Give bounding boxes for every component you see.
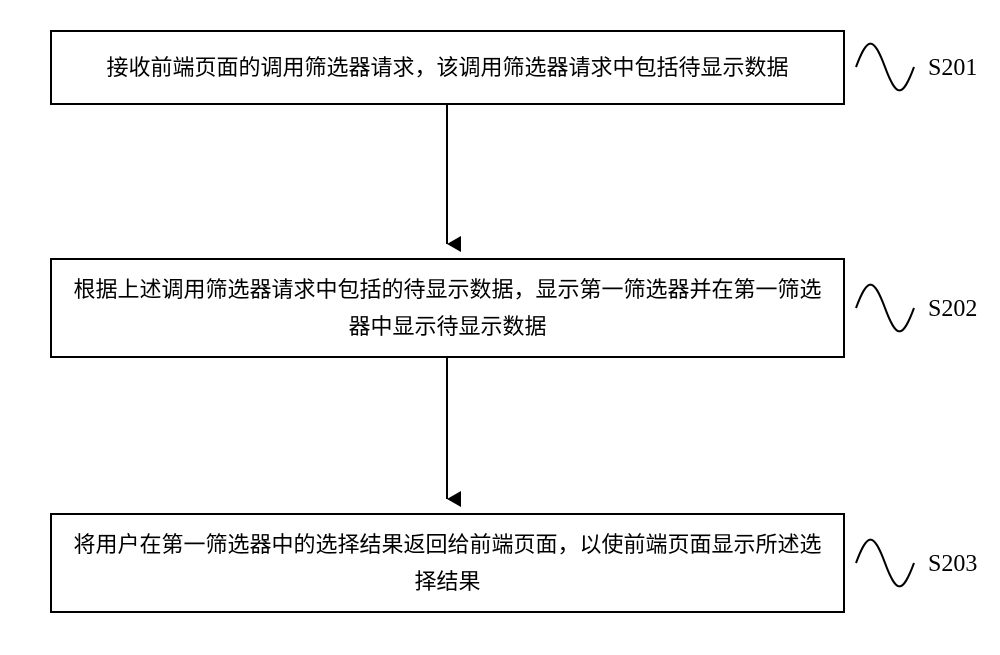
step-label-s203: S203 [928, 551, 977, 578]
tilde-s201 [856, 44, 914, 91]
step-label-s202: S202 [928, 296, 977, 323]
step-box-s201: 接收前端页面的调用筛选器请求，该调用筛选器请求中包括待显示数据 [50, 30, 845, 105]
step-text-s202: 根据上述调用筛选器请求中包括的待显示数据，显示第一筛选器并在第一筛选器中显示待显… [72, 271, 823, 346]
step-box-s203: 将用户在第一筛选器中的选择结果返回给前端页面，以使前端页面显示所述选择结果 [50, 513, 845, 613]
tilde-s202 [856, 285, 914, 332]
step-box-s202: 根据上述调用筛选器请求中包括的待显示数据，显示第一筛选器并在第一筛选器中显示待显… [50, 258, 845, 358]
step-text-s201: 接收前端页面的调用筛选器请求，该调用筛选器请求中包括待显示数据 [106, 49, 788, 86]
step-label-s201: S201 [928, 55, 977, 82]
flowchart-canvas: 接收前端页面的调用筛选器请求，该调用筛选器请求中包括待显示数据 S201 根据上述调… [0, 0, 1000, 655]
step-text-s203: 将用户在第一筛选器中的选择结果返回给前端页面，以使前端页面显示所述选择结果 [72, 526, 823, 601]
tildes-group [856, 44, 914, 587]
tilde-s203 [856, 540, 914, 587]
